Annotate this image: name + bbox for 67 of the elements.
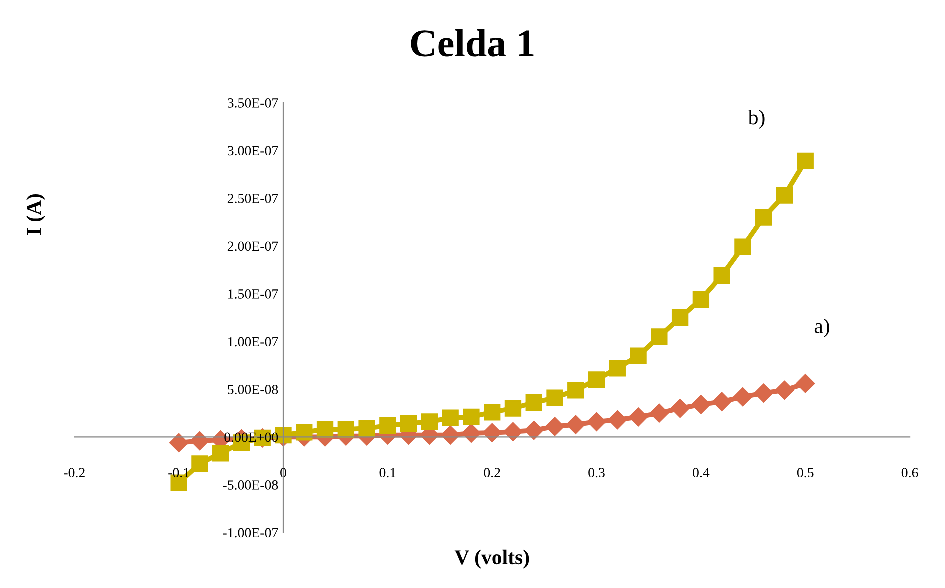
point [358,420,376,437]
point [734,238,752,256]
chart-title: Celda 1 [411,29,534,57]
y-tick-label: -1.00E-07 [223,528,278,538]
point [651,328,668,346]
y-tick-label: 2.00E-07 [228,242,278,252]
x-tick-label: -0.2 [64,468,85,478]
point [421,414,438,430]
point [380,417,396,434]
point [524,420,544,440]
point [588,372,606,388]
point [609,360,626,377]
y-tick-label: -5.00E-08 [223,480,278,490]
x-tick-label: 0 [280,468,286,478]
y-tick-label: 2.50E-07 [228,194,278,204]
point [463,408,480,426]
point [170,433,189,452]
point [504,400,522,417]
y-tick-label: 3.00E-07 [228,146,278,156]
point [733,388,752,407]
y-tick-label: 3.50E-07 [228,98,278,108]
x-tick-label: 0.3 [588,468,605,478]
point [504,422,523,442]
x-tick-label: 0.1 [380,468,396,478]
point [672,309,689,326]
point [482,423,502,442]
point [712,392,732,412]
point [338,421,354,438]
point [587,412,606,432]
point [629,408,648,427]
point [568,382,584,399]
point [756,209,772,226]
series-label: b) [748,110,765,129]
x-axis-title: V (volts) [454,550,530,569]
point [400,416,418,432]
point [566,415,586,434]
point [692,395,711,414]
point [630,348,647,364]
x-tick-label: 0.5 [797,468,814,478]
point [608,410,628,430]
point [776,187,794,204]
point [692,291,710,308]
point [670,399,690,418]
y-tick-label: 1.50E-07 [228,290,278,299]
point [546,390,564,406]
point [714,267,730,284]
point [796,374,816,394]
y-tick-label: 5.00E-08 [228,385,278,394]
y-axis-title: I (A) [26,194,46,236]
point [190,432,210,451]
point [442,410,459,426]
y-tick-label: 1.00E-07 [228,337,278,347]
point [545,417,565,436]
point [526,394,542,412]
point [754,384,774,403]
x-tick-label: 0.4 [693,468,710,478]
point [316,421,334,438]
point [650,404,669,423]
point [797,152,814,170]
point [192,456,208,472]
point [296,424,313,441]
point [212,445,230,462]
point [484,404,501,421]
point [775,380,794,400]
series-label: a) [814,318,830,338]
x-tick-label: 0.6 [902,468,918,478]
x-tick-label: 0.2 [484,468,500,478]
